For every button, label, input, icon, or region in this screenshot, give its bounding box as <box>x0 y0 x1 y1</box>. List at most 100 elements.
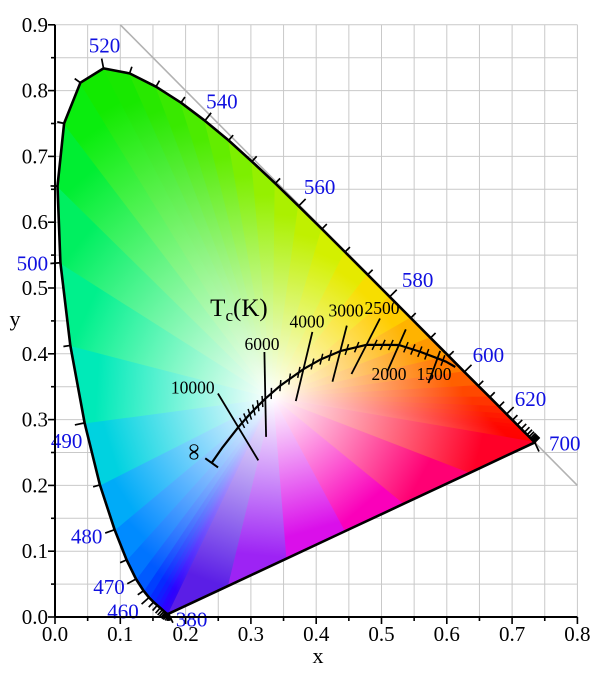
wavelength-tick-580 <box>389 289 398 298</box>
infinity-end-cap <box>204 457 219 469</box>
wavelength-tick-440 <box>157 609 163 616</box>
wavelength-tick-630 <box>516 419 523 426</box>
x-tick-label: 0.8 <box>564 622 590 646</box>
y-tick-label: 0.8 <box>22 79 48 103</box>
wavelength-tick-445 <box>154 607 161 614</box>
isotherm-minor-tick <box>256 400 260 412</box>
isotherm-minor-tick <box>243 413 249 425</box>
gamut-fill <box>56 67 537 616</box>
isotherm-minor-tick <box>296 366 301 379</box>
x-tick-label: 0.1 <box>107 622 133 646</box>
wavelength-tick-455 <box>148 601 155 608</box>
wavelength-label-480: 480 <box>71 525 103 549</box>
isotherm-line-1500 <box>427 350 442 384</box>
x-axis-title: x <box>313 643 324 668</box>
wavelength-tick-620 <box>505 406 515 415</box>
wavelength-tick-475 <box>119 559 127 564</box>
isotherm-line-2000 <box>386 329 407 372</box>
isotherm-minor-tick <box>440 354 446 366</box>
isotherm-minor-tick <box>288 373 292 385</box>
wavelength-tick-525 <box>128 66 133 74</box>
y-tick-label: 0.6 <box>22 210 48 234</box>
isotherm-minor-tick <box>328 349 333 362</box>
wavelength-tick-540 <box>204 112 212 122</box>
wavelength-label-620: 620 <box>515 387 547 411</box>
isotherm-minor-ticks <box>238 339 446 429</box>
wavelength-tick-530 <box>155 80 161 88</box>
wavelength-label-580: 580 <box>402 268 434 292</box>
wavelength-tick-490 <box>74 422 85 426</box>
wavelength-tick-640 <box>523 426 531 433</box>
wavelength-tick-650 <box>528 431 535 438</box>
isotherm-line-6000 <box>263 351 267 437</box>
x-tick-label: 0.6 <box>434 622 460 646</box>
isotherm-minor-tick <box>371 339 378 351</box>
x-tick-label: 0.7 <box>499 622 525 646</box>
wavelength-tick-610 <box>489 391 496 398</box>
isotherm-minor-tick <box>310 358 315 370</box>
isotherm-minor-tick <box>417 346 423 358</box>
wavelength-tick-600 <box>463 364 473 373</box>
temperature-label-3000: 3000 <box>328 301 363 321</box>
y-tick-label: 0.4 <box>22 342 49 366</box>
x-tick-label: 0.5 <box>368 622 394 646</box>
x-tick-label: 0.0 <box>42 622 68 646</box>
wavelength-tick-545 <box>227 134 234 141</box>
wavelength-tick-555 <box>274 177 281 185</box>
wavelength-tick-660 <box>531 433 538 440</box>
wavelength-label-380: 380 <box>176 608 208 632</box>
wavelength-tick-535 <box>180 96 186 104</box>
tc-title: Tc(K) <box>210 295 268 325</box>
wavelength-tick-625 <box>511 414 519 421</box>
temperature-label-1500: 1500 <box>417 364 452 384</box>
wavelength-tick-615 <box>498 401 505 408</box>
temperature-label-10000: 10000 <box>171 377 215 397</box>
wavelength-tick-565 <box>321 223 328 230</box>
wavelength-tick-435 <box>158 610 165 618</box>
wavelength-tick-560 <box>298 198 307 207</box>
wavelength-tick-460 <box>141 596 150 605</box>
isotherm-lines <box>217 318 442 461</box>
wavelength-tick-655 <box>529 432 537 439</box>
isotherm-minor-tick <box>279 380 282 392</box>
wavelength-tick-515 <box>74 77 81 84</box>
isotherm-minor-tick <box>379 339 386 351</box>
axis-ticks <box>48 23 579 624</box>
wavelength-tick-480 <box>104 528 115 534</box>
wavelength-label-700: 700 <box>549 431 581 455</box>
isotherm-minor-tick <box>251 404 256 416</box>
y-tick-label: 0.0 <box>22 605 48 629</box>
isotherm-minor-tick <box>344 343 350 356</box>
y-tick-label: 0.3 <box>22 408 48 432</box>
wavelength-tick-595 <box>448 350 455 357</box>
isotherm-line-10000 <box>217 393 260 461</box>
x-tick-labels: 0.0 0.1 0.2 0.3 0.4 0.5 0.6 0.7 0.8 <box>42 622 591 646</box>
isotherm-minor-tick <box>387 339 394 351</box>
y-tick-labels: 0.0 0.1 0.2 0.3 0.4 0.5 0.6 0.7 0.8 0.9 <box>22 13 49 629</box>
wavelength-tick-570 <box>344 246 351 253</box>
y-tick-label: 0.2 <box>22 473 48 497</box>
x-tick-label: 0.3 <box>238 622 264 646</box>
y-tick-label: 0.7 <box>22 144 48 168</box>
isotherm-minor-tick <box>261 395 264 408</box>
wavelength-tick-470 <box>126 578 137 585</box>
wavelength-tick-585 <box>410 312 417 319</box>
wavelength-tick-485 <box>92 484 101 488</box>
wavelength-label-470: 470 <box>93 575 125 599</box>
wavelength-tick-605 <box>477 380 484 387</box>
temperature-label-2500: 2500 <box>364 298 399 318</box>
wavelength-tick-510 <box>57 121 65 125</box>
y-tick-label: 0.1 <box>22 539 48 563</box>
wavelength-tick-635 <box>520 423 527 430</box>
temperature-label-4000: 4000 <box>290 312 325 332</box>
wavelength-label-460: 460 <box>107 599 139 623</box>
isotherm-line-2500 <box>350 318 381 375</box>
wavelength-tick-450 <box>151 604 158 612</box>
wavelength-tick-520 <box>100 58 105 69</box>
isotherm-minor-tick <box>247 408 253 420</box>
wavelength-label-490: 490 <box>51 429 83 453</box>
